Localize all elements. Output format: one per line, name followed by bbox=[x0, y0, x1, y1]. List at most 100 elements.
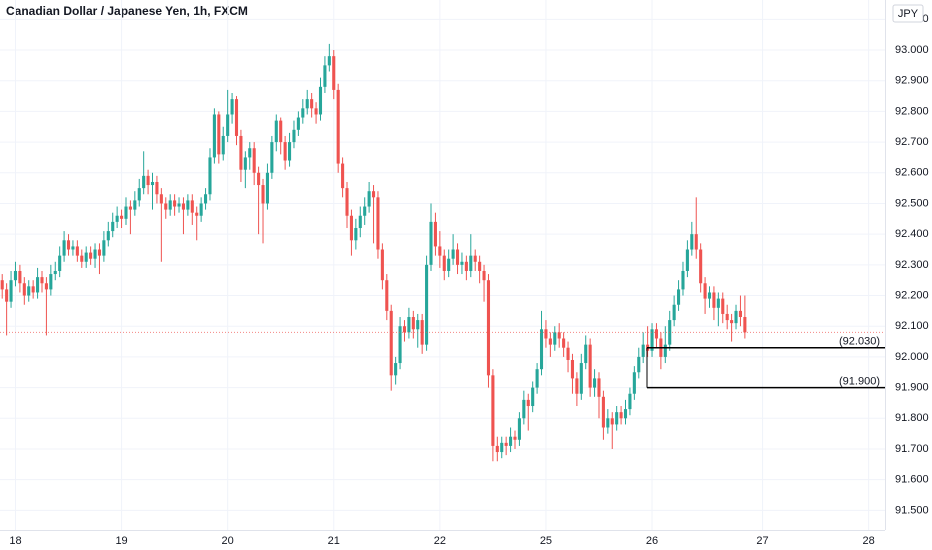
candle-body bbox=[40, 277, 44, 284]
candle-body bbox=[44, 283, 48, 290]
candle-body bbox=[623, 409, 628, 419]
candle-body bbox=[195, 212, 199, 216]
y-tick-label: 92.900 bbox=[895, 75, 929, 87]
candle-body bbox=[120, 215, 124, 219]
candle-body bbox=[84, 252, 88, 262]
y-tick-label: 92.800 bbox=[895, 105, 929, 117]
candle-body bbox=[13, 270, 18, 281]
candle-body bbox=[694, 234, 698, 250]
candle-body bbox=[601, 396, 605, 428]
candle-body bbox=[243, 157, 247, 170]
candle-body bbox=[575, 378, 579, 394]
candle-body bbox=[93, 249, 97, 259]
candle-body bbox=[398, 326, 402, 364]
candle-body bbox=[402, 326, 407, 333]
candle-body bbox=[460, 261, 464, 265]
candle-body bbox=[310, 99, 314, 109]
candle-body bbox=[279, 120, 283, 143]
y-tick-label: 92.400 bbox=[895, 228, 929, 240]
candle-body bbox=[734, 310, 738, 324]
candle-body bbox=[469, 255, 473, 271]
candle-body bbox=[566, 347, 570, 360]
candle-body bbox=[438, 246, 442, 256]
candle-body bbox=[491, 375, 495, 446]
candle-body bbox=[181, 203, 186, 210]
candle-body bbox=[115, 215, 119, 222]
candle-body bbox=[486, 280, 491, 376]
candle-body bbox=[473, 255, 477, 262]
chart-title: Canadian Dollar / Japanese Yen, 1h, FXCM bbox=[6, 4, 248, 18]
candle-body bbox=[672, 304, 676, 321]
candle-body bbox=[111, 221, 115, 232]
candle-body bbox=[628, 393, 632, 410]
candle-body bbox=[62, 240, 66, 256]
candle-body bbox=[570, 359, 575, 379]
candle-body bbox=[106, 231, 110, 241]
candle-body bbox=[212, 114, 216, 158]
y-tick-label: 92.500 bbox=[895, 197, 929, 209]
x-tick-label: 19 bbox=[115, 535, 127, 547]
candle-body bbox=[66, 240, 71, 250]
candle-body bbox=[318, 86, 323, 115]
candle-body bbox=[389, 310, 393, 376]
candle-body bbox=[71, 246, 75, 250]
candle-body bbox=[252, 148, 256, 173]
candle-body bbox=[89, 252, 93, 259]
candle-body bbox=[270, 142, 274, 173]
candle-body bbox=[495, 445, 499, 453]
candle-body bbox=[124, 206, 128, 219]
candle-body bbox=[504, 442, 508, 446]
y-tick-label: 91.500 bbox=[895, 504, 929, 516]
candle-body bbox=[743, 317, 747, 333]
candle-body bbox=[221, 135, 225, 155]
candle-body bbox=[137, 188, 141, 201]
candle-body bbox=[610, 418, 614, 425]
candle-body bbox=[451, 249, 455, 259]
candle-body bbox=[146, 175, 150, 186]
candle-body bbox=[150, 181, 155, 186]
candle-body bbox=[296, 117, 300, 130]
candle-body bbox=[394, 363, 398, 376]
candle-body bbox=[730, 320, 734, 324]
candle-body bbox=[509, 436, 513, 446]
x-tick-label: 27 bbox=[756, 535, 768, 547]
candle-body bbox=[681, 270, 685, 290]
candle-body bbox=[725, 313, 729, 321]
candle-body bbox=[615, 412, 619, 425]
candle-body bbox=[336, 89, 340, 164]
y-tick-label: 91.800 bbox=[895, 412, 929, 424]
candle-body bbox=[274, 120, 278, 143]
candle-body bbox=[102, 240, 106, 256]
candle-body bbox=[562, 338, 566, 348]
candle-body bbox=[703, 283, 707, 299]
level-label: (92.030) bbox=[839, 336, 880, 348]
candle-body bbox=[553, 332, 557, 345]
candle-body bbox=[522, 399, 526, 419]
candle-body bbox=[75, 246, 79, 256]
candle-body bbox=[159, 194, 163, 204]
y-tick-label: 91.900 bbox=[895, 382, 929, 394]
candle-body bbox=[358, 215, 362, 229]
candle-body bbox=[190, 200, 194, 213]
candle-body bbox=[133, 200, 137, 210]
y-tick-label: 92.000 bbox=[895, 351, 929, 363]
candle-body bbox=[455, 249, 460, 265]
candle-body bbox=[345, 188, 349, 216]
candle-body bbox=[155, 181, 159, 195]
candle-body bbox=[663, 344, 667, 357]
candle-body bbox=[641, 344, 645, 357]
candle-body bbox=[18, 270, 22, 284]
candle-body bbox=[173, 200, 177, 207]
candle-body bbox=[544, 329, 548, 339]
y-tick-label: 91.600 bbox=[895, 474, 929, 486]
candle-body bbox=[606, 418, 610, 428]
candle-body bbox=[712, 292, 716, 308]
candle-body bbox=[685, 249, 689, 271]
candle-body bbox=[721, 298, 725, 314]
candle-body bbox=[177, 203, 181, 207]
candle-body bbox=[654, 329, 659, 339]
candle-body bbox=[464, 261, 468, 271]
candle-body bbox=[49, 274, 53, 290]
candle-body bbox=[548, 338, 552, 345]
x-tick-label: 22 bbox=[434, 535, 446, 547]
